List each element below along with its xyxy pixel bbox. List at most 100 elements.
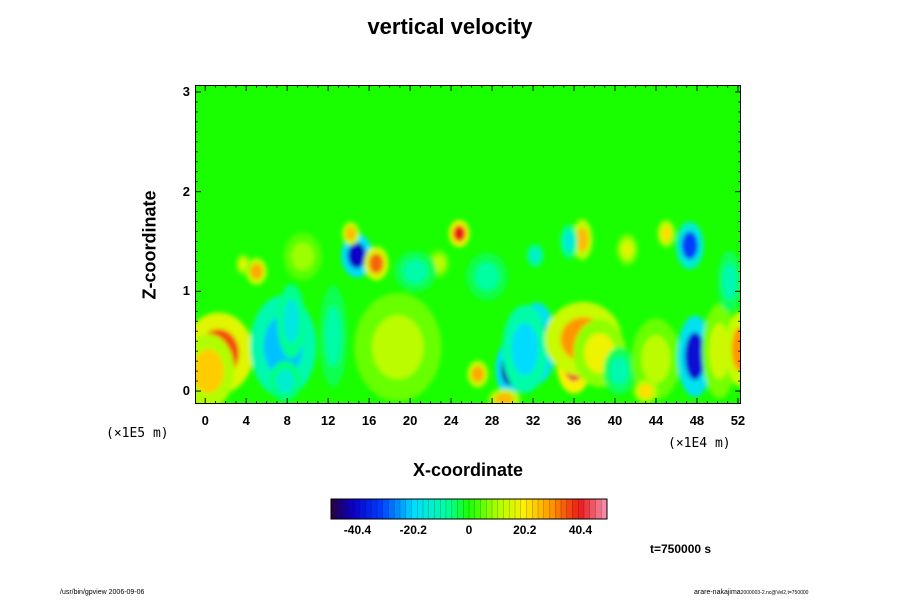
- y-tick-label: 1: [182, 283, 190, 299]
- field-feature: [372, 315, 424, 380]
- field-feature: [239, 258, 248, 271]
- field-feature: [641, 335, 671, 384]
- y-tick-label: 0: [182, 383, 190, 399]
- field-feature: [283, 299, 300, 344]
- colorbar-cell: [417, 498, 424, 520]
- footer-file: 2000003-2.nc@Vel2,t=750000: [740, 590, 809, 596]
- x-tick-label: 28: [484, 413, 500, 428]
- colorbar-cell: [595, 498, 602, 520]
- plot-frame: [195, 85, 741, 404]
- colorbar-cell: [532, 498, 539, 520]
- colorbar-cell: [451, 498, 458, 520]
- field-feature: [609, 357, 629, 386]
- x-tick-label: 0: [201, 413, 209, 428]
- field-feature: [474, 262, 500, 291]
- colorbar-cell: [405, 498, 412, 520]
- field-feature: [563, 231, 575, 252]
- colorbar-tick-label: 0: [465, 523, 473, 537]
- y-tick-label: 2: [182, 183, 190, 199]
- colorbar-cell: [572, 498, 579, 520]
- x-tick-label: 52: [730, 413, 746, 428]
- colorbar-cell: [468, 498, 475, 520]
- colorbar-cell: [509, 498, 516, 520]
- chart-title: vertical velocity: [367, 14, 533, 39]
- colorbar-cell: [560, 498, 567, 520]
- colorbar-tick-label: 40.4: [568, 523, 593, 537]
- colorbar-cell: [336, 498, 343, 520]
- field-feature: [661, 225, 672, 242]
- colorbar-cell: [440, 498, 447, 520]
- x-tick-label: 24: [443, 413, 459, 428]
- colorbar-cell: [463, 498, 470, 520]
- colorbar-cell: [411, 498, 418, 520]
- heatmap-field: [195, 85, 741, 404]
- colorbar-cell: [514, 498, 521, 520]
- colorbar-cell: [394, 498, 401, 520]
- y-axis-label: Z-coordinate: [139, 190, 160, 300]
- colorbar-cell: [330, 498, 337, 520]
- field-feature: [471, 366, 484, 383]
- colorbar-tick-label: -20.2: [399, 523, 427, 537]
- x-tick-label: 36: [566, 413, 582, 428]
- colorbar-cell: [457, 498, 464, 520]
- field-feature: [402, 259, 428, 284]
- field-feature: [369, 253, 384, 274]
- field-feature: [345, 226, 356, 241]
- colorbar-cell: [445, 498, 452, 520]
- colorbar-cell: [583, 498, 590, 520]
- x-scale-factor: (×1E4 m): [668, 436, 731, 451]
- colorbar: [330, 498, 608, 520]
- colorbar-cell: [422, 498, 429, 520]
- field-feature: [325, 306, 342, 367]
- colorbar-cell: [566, 498, 573, 520]
- colorbar-cell: [491, 498, 498, 520]
- colorbar-cell: [474, 498, 481, 520]
- colorbar-cell: [382, 498, 389, 520]
- plot-area: [195, 85, 741, 404]
- x-tick-label: 16: [361, 413, 377, 428]
- field-feature: [681, 231, 698, 260]
- x-tick-label: 44: [648, 413, 664, 428]
- field-feature: [291, 242, 314, 271]
- colorbar-cell: [480, 498, 487, 520]
- field-feature: [731, 327, 741, 372]
- footer-source: arare-nakajima2000003-2.nc@Vel2,t=750000: [694, 589, 808, 596]
- x-tick-label: 12: [320, 413, 336, 428]
- field-feature: [453, 225, 466, 242]
- colorbar-cell: [353, 498, 360, 520]
- x-tick-label: 4: [242, 413, 250, 428]
- colorbar-cell: [371, 498, 378, 520]
- field-feature: [250, 263, 263, 280]
- x-axis-label: X-coordinate: [412, 460, 523, 480]
- colorbar-cell: [503, 498, 510, 520]
- y-scale-factor: (×1E5 m): [106, 426, 169, 441]
- x-tick-label: 32: [525, 413, 541, 428]
- colorbar-tick-label: 20.2: [513, 523, 537, 537]
- colorbar-cell: [497, 498, 504, 520]
- colorbar-tick-label: -40.4: [343, 523, 372, 537]
- field-feature: [621, 240, 634, 259]
- colorbar-cell: [589, 498, 596, 520]
- colorbar-cell: [543, 498, 550, 520]
- footer-command: /usr/bin/gpview 2006-09-06: [60, 589, 145, 596]
- footer-author: arare-nakajima: [694, 589, 741, 596]
- colorbar-cell: [486, 498, 493, 520]
- colorbar-cell: [549, 498, 556, 520]
- field-feature: [275, 369, 295, 394]
- field-feature: [684, 332, 706, 381]
- colorbar-cell: [359, 498, 366, 520]
- field-feature: [722, 263, 737, 300]
- field-feature: [495, 393, 514, 404]
- colorbar-cell: [434, 498, 441, 520]
- colorbar-cell: [537, 498, 544, 520]
- colorbar-cell: [428, 498, 435, 520]
- field-feature: [529, 248, 541, 263]
- field-feature: [195, 349, 224, 394]
- x-tick-label: 8: [283, 413, 291, 428]
- colorbar-cell: [376, 498, 383, 520]
- field-feature: [709, 323, 730, 380]
- x-tick-label: 40: [607, 413, 623, 428]
- colorbar-border: [330, 498, 608, 520]
- field-feature: [511, 323, 539, 376]
- field-feature: [347, 242, 367, 269]
